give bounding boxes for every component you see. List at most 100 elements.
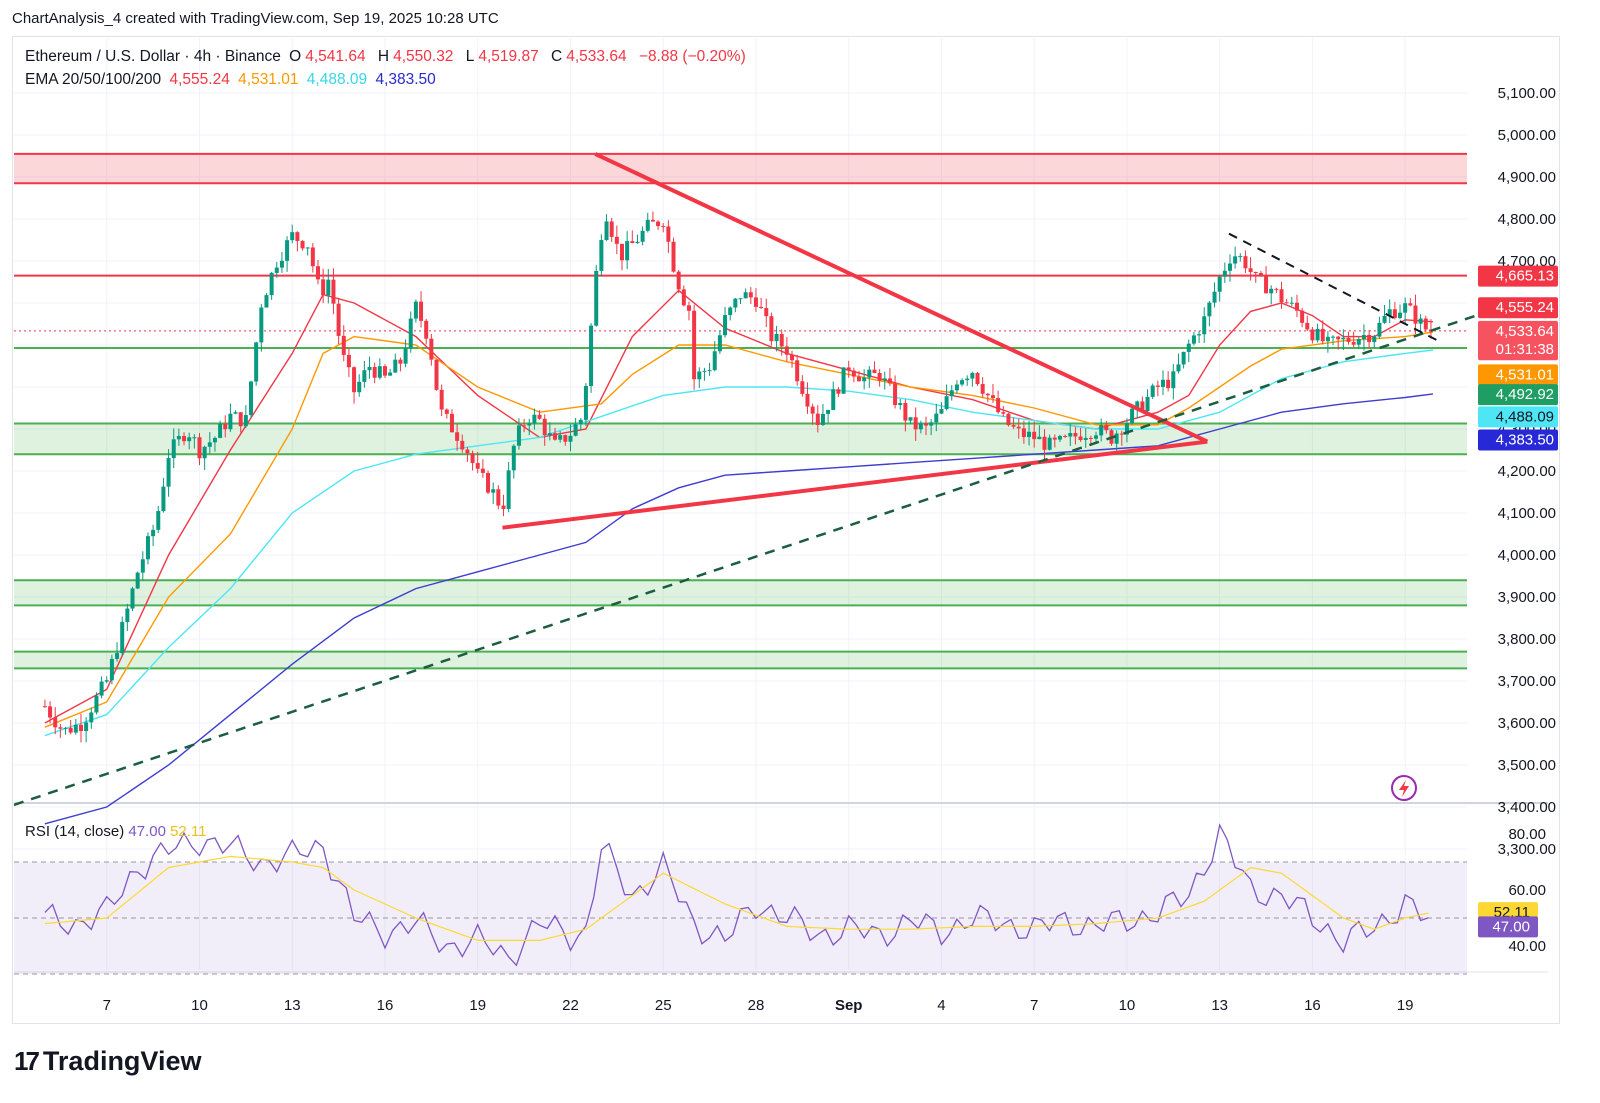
candle-body: [1320, 328, 1325, 342]
candle-body: [1032, 431, 1037, 440]
candle-body: [120, 622, 125, 654]
time-tick-label: 16: [1304, 997, 1321, 1014]
candle-body: [594, 270, 599, 326]
candle-body: [506, 470, 511, 509]
candle-body: [424, 320, 429, 339]
price-label-text: 4,555.24: [1496, 299, 1554, 316]
candle-body: [949, 390, 954, 397]
candle-body: [1392, 309, 1397, 318]
candle-body: [182, 436, 187, 442]
candle-body: [1145, 396, 1150, 412]
ema20-value: 4,555.24: [169, 71, 230, 88]
candle-body: [1155, 385, 1160, 387]
price-tick-label: 5,000.00: [1498, 127, 1556, 144]
candle-body: [78, 724, 83, 732]
candle-body: [645, 219, 650, 231]
price-label-box: [1478, 429, 1558, 451]
candle-body: [1114, 433, 1119, 444]
candle-body: [743, 292, 748, 299]
candle-body: [599, 239, 604, 271]
candle-body: [702, 370, 707, 372]
candle-body: [578, 419, 583, 425]
candle-body: [1176, 364, 1181, 372]
time-tick-label: 25: [655, 997, 672, 1014]
candle-body: [73, 724, 78, 733]
candle-body: [53, 717, 58, 728]
candle-body: [1356, 339, 1361, 345]
high-value: 4,550.32: [393, 48, 454, 65]
candle-body: [161, 486, 166, 512]
price-tick-label: 3,300.00: [1498, 841, 1556, 858]
candle-body: [140, 559, 145, 573]
rsi-label-text: 47.00: [1492, 918, 1530, 935]
candle-body: [934, 413, 939, 423]
candle-body: [192, 437, 197, 439]
candle-body: [491, 489, 496, 493]
close-label: C: [551, 48, 563, 65]
candle-body: [635, 241, 640, 244]
candle-body: [1073, 433, 1078, 437]
candle-body: [1094, 435, 1099, 439]
candle-body: [48, 706, 53, 718]
candle-body: [614, 236, 619, 244]
candle-body: [336, 303, 341, 336]
candle-body: [1047, 437, 1052, 450]
candle-body: [279, 260, 284, 268]
candle-body: [846, 367, 851, 371]
candle-body: [84, 722, 89, 732]
candle-body: [960, 380, 965, 385]
alert-icon[interactable]: [1391, 775, 1417, 801]
price-label-box: [1478, 364, 1558, 386]
candle-body: [553, 433, 558, 440]
candle-body: [254, 342, 259, 382]
candle-body: [1300, 310, 1305, 323]
candle-body: [547, 433, 552, 436]
ema-label[interactable]: EMA 20/50/100/200: [25, 71, 162, 88]
price-label-text: 4,488.09: [1496, 408, 1554, 425]
rsi-label[interactable]: RSI (14, close): [25, 823, 125, 840]
candle-body: [274, 267, 279, 273]
rsi-line: [44, 823, 1429, 967]
rsi-value: 47.00: [128, 823, 166, 840]
price-tick-label: 3,900.00: [1498, 589, 1556, 606]
candle-body: [151, 529, 156, 537]
candle-body: [784, 346, 789, 355]
candle-body: [398, 359, 403, 364]
candle-body: [1083, 437, 1088, 440]
open-value: 4,541.64: [305, 48, 366, 65]
candle-body: [156, 511, 161, 530]
price-label-box: [1478, 406, 1558, 428]
trendline-dashed-black: [1228, 232, 1443, 344]
candle-body: [352, 367, 357, 393]
price-tick-label: 3,800.00: [1498, 631, 1556, 648]
candle-body: [1264, 275, 1269, 294]
candle-body: [1207, 302, 1212, 317]
candle-body: [583, 386, 588, 420]
rsi-tick-label: 60.00: [1508, 882, 1546, 899]
candle-body: [449, 413, 454, 433]
candle-body: [1382, 315, 1387, 323]
candle-body: [1248, 268, 1253, 273]
candle-body: [1398, 312, 1403, 318]
tradingview-logo-icon: 17: [14, 1046, 40, 1076]
candle-body: [862, 377, 867, 382]
candle-body: [187, 437, 192, 442]
time-tick-label: 19: [469, 997, 486, 1014]
time-axis: 7 10 13 16 19 22 25 28 Sep 4 7 10 13 16 19: [103, 997, 1414, 1014]
candle-body: [1171, 371, 1176, 389]
candle-body: [527, 423, 532, 426]
candle-body: [321, 279, 326, 296]
symbol-name[interactable]: Ethereum / U.S. Dollar · 4h · Binance: [25, 48, 281, 65]
candle-body: [346, 354, 351, 368]
candle-body: [166, 458, 171, 487]
candle-body: [532, 414, 537, 424]
candle-body: [918, 423, 923, 430]
rsi-ma-line: [44, 855, 1429, 942]
candle-body: [99, 681, 104, 696]
time-tick-label: 28: [748, 997, 765, 1014]
tradingview-logo[interactable]: 17 TradingView: [14, 1046, 201, 1077]
price-tick-label: 3,600.00: [1498, 715, 1556, 732]
zones: [14, 152, 1467, 670]
candle-body: [1063, 435, 1068, 437]
